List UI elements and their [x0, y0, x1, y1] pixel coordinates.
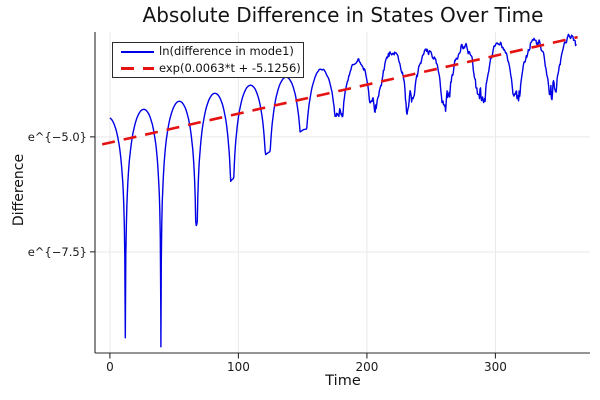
legend-label-red: exp(0.0063*t + -5.1256) [159, 60, 301, 75]
legend-blue-line-swatch [121, 50, 154, 53]
series-ln-difference [109, 33, 577, 348]
x-tick-label: 0 [106, 360, 114, 374]
y-tick-label: e^{−7.5} [28, 245, 87, 259]
chart-title: Absolute Difference in States Over Time [142, 3, 544, 27]
legend-red-dash-swatch [121, 67, 154, 70]
y-tick-label: e^{−5.0} [28, 130, 87, 144]
legend-entry-blue: ln(difference in mode1) [113, 44, 303, 59]
x-tick-label: 100 [227, 360, 250, 374]
y-axis-title: Difference [11, 153, 27, 227]
series-exp-fit [101, 35, 578, 146]
legend-entry-red: exp(0.0063*t + -5.1256) [113, 61, 303, 76]
legend-label-blue: ln(difference in mode1) [159, 43, 294, 58]
x-tick-label: 200 [355, 360, 378, 374]
x-tick-label: 300 [484, 360, 507, 374]
x-axis-title: Time [325, 373, 361, 389]
legend: ln(difference in mode1) exp(0.0063*t + -… [112, 42, 304, 78]
